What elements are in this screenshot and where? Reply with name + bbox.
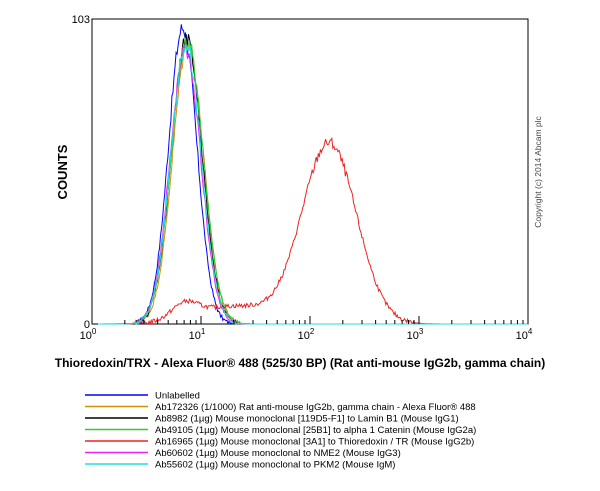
plot-area: 100 101 102 103 104 0 103 [72, 14, 533, 342]
legend-entry: Ab49105 (1µg) Mouse monoclonal [25B1] to… [155, 425, 476, 436]
x-tick-label: 101 [189, 327, 206, 342]
x-tick-label: 100 [80, 327, 97, 342]
legend-entry: Ab172326 (1/1000) Rat anti-mouse IgG2b, … [155, 402, 476, 413]
y-tick-label: 0 [84, 319, 90, 331]
legend-entry: Unlabelled [155, 391, 200, 402]
copyright-notice: Copyright (c) 2014 Abcam plc [533, 116, 543, 228]
x-tick-label: 102 [298, 327, 315, 342]
legend-entry: Ab8982 (1µg) Mouse monoclonal [119D5-F1]… [155, 414, 459, 425]
tick-layer: 100 101 102 103 104 0 103 [72, 14, 533, 342]
series-layer [92, 24, 528, 326]
x-axis-title: Thioredoxin/TRX - Alexa Fluor® 488 (525/… [55, 356, 546, 370]
legend-entry: Ab55602 (1µg) Mouse monoclonal to PKM2 (… [155, 460, 395, 471]
x-tick-label: 104 [516, 327, 533, 342]
legend-entry: Ab16965 (1µg) Mouse monoclonal [3A1] to … [155, 437, 474, 448]
x-tick-label: 103 [407, 327, 424, 342]
series-line [92, 136, 528, 326]
y-axis-title: COUNTS [55, 144, 70, 199]
y-tick-label: 103 [72, 14, 90, 26]
legend-entry: Ab60602 (1µg) Mouse monoclonal to NME2 (… [155, 448, 401, 459]
